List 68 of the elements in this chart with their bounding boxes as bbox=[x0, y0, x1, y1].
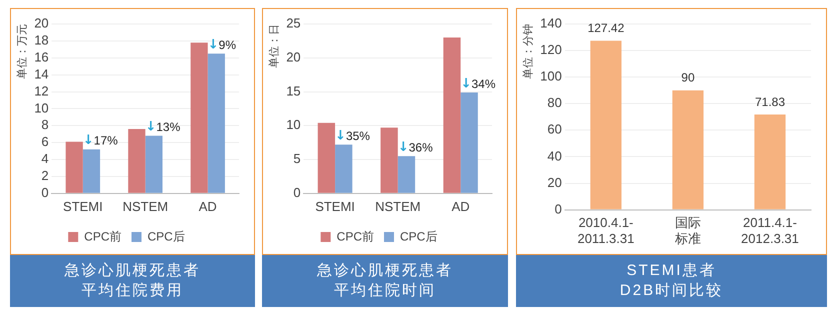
y-tick-label: 140 bbox=[540, 16, 562, 31]
data-label: 127.42 bbox=[588, 21, 625, 36]
y-tick-label: 12 bbox=[34, 83, 49, 98]
y-tick-label: 2 bbox=[41, 168, 49, 184]
y-tick-label: 5 bbox=[293, 151, 301, 166]
text: STEMI患者D2B时间比较 bbox=[618, 261, 724, 301]
text: 急诊心肌梗死患者平均住院费用 bbox=[64, 261, 202, 301]
x-tick-label: 2010.4.1-2011.3.31 bbox=[577, 215, 634, 246]
legend-label: CPC前 bbox=[84, 229, 122, 244]
x-tick-label: STEMI bbox=[315, 198, 355, 214]
x-tick-label: AD bbox=[452, 198, 470, 214]
bar bbox=[672, 90, 704, 210]
x-tick-label: NSTEM bbox=[375, 198, 421, 214]
annotation: ↓17% bbox=[82, 133, 118, 148]
bar bbox=[460, 92, 478, 193]
y-axis-title: 单位：日 bbox=[268, 24, 281, 68]
x-tick-label: NSTEM bbox=[122, 198, 168, 214]
y-tick-label: 4 bbox=[41, 151, 49, 166]
x-tick-label: STEMI bbox=[63, 198, 103, 214]
x-tick-label: 国际标准 bbox=[674, 215, 701, 246]
bar bbox=[128, 129, 146, 193]
bar bbox=[754, 114, 786, 210]
legend-label: CPC前 bbox=[336, 229, 374, 244]
annotation: ↓35% bbox=[335, 128, 370, 144]
y-tick-label: 120 bbox=[540, 42, 562, 58]
y-tick-label: 0 bbox=[554, 201, 562, 216]
text: 急诊心肌梗死患者平均住院时间 bbox=[316, 261, 454, 301]
y-tick-label: 100 bbox=[540, 68, 562, 84]
bar bbox=[335, 144, 352, 193]
bar bbox=[66, 142, 83, 193]
bar bbox=[590, 40, 622, 210]
annotation: ↓9% bbox=[208, 38, 236, 53]
y-tick-label: 60 bbox=[547, 122, 562, 137]
annotation: ↓36% bbox=[398, 140, 434, 156]
y-tick-label: 25 bbox=[286, 16, 301, 31]
annotation: ↓34% bbox=[460, 76, 496, 92]
y-tick-label: 0 bbox=[41, 184, 49, 200]
bar bbox=[82, 149, 100, 193]
legend-label: CPC后 bbox=[400, 229, 438, 244]
y-tick-label: 10 bbox=[286, 117, 301, 132]
y-tick-label: 20 bbox=[286, 49, 301, 64]
y-axis-title: 单位：万元 bbox=[16, 24, 29, 79]
data-label: 90 bbox=[681, 70, 695, 85]
y-axis-title: 单位：分钟 bbox=[522, 24, 535, 79]
legend-label: CPC后 bbox=[148, 229, 185, 244]
y-tick-label: 0 bbox=[293, 184, 301, 200]
y-tick-label: 6 bbox=[41, 134, 49, 150]
bar bbox=[318, 122, 336, 193]
data-label: 71.83 bbox=[754, 94, 786, 109]
bar bbox=[380, 128, 398, 193]
bar bbox=[145, 136, 163, 193]
y-tick-label: 8 bbox=[41, 117, 49, 132]
y-tick-label: 16 bbox=[34, 49, 49, 64]
annotation: ↓13% bbox=[145, 120, 181, 135]
y-tick-label: 10 bbox=[34, 100, 49, 116]
y-tick-label: 20 bbox=[547, 174, 562, 190]
x-tick-label: AD bbox=[198, 198, 217, 214]
bar bbox=[208, 54, 225, 193]
y-tick-label: 15 bbox=[286, 83, 301, 98]
bar bbox=[443, 38, 461, 193]
bar bbox=[190, 42, 208, 193]
x-tick-label: 2011.4.1-2012.3.31 bbox=[741, 215, 799, 246]
y-tick-label: 20 bbox=[34, 16, 49, 31]
y-tick-label: 80 bbox=[547, 95, 562, 110]
y-tick-label: 40 bbox=[547, 148, 562, 164]
y-tick-label: 18 bbox=[34, 32, 49, 48]
bar bbox=[398, 156, 416, 193]
y-tick-label: 14 bbox=[34, 66, 49, 82]
